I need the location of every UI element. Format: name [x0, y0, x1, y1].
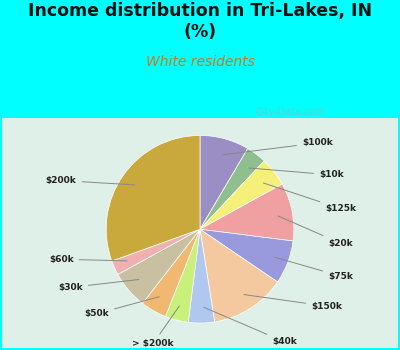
Wedge shape — [200, 229, 293, 282]
Wedge shape — [118, 229, 200, 303]
Wedge shape — [200, 135, 248, 229]
Text: Income distribution in Tri-Lakes, IN
(%): Income distribution in Tri-Lakes, IN (%) — [28, 2, 372, 41]
Wedge shape — [142, 229, 200, 316]
Text: $125k: $125k — [264, 183, 356, 213]
Text: City-Data.com: City-Data.com — [255, 107, 325, 117]
Wedge shape — [200, 184, 294, 241]
Text: $20k: $20k — [278, 216, 353, 248]
Text: White residents: White residents — [146, 55, 254, 69]
Wedge shape — [200, 148, 264, 229]
Wedge shape — [112, 229, 200, 274]
Text: $50k: $50k — [84, 297, 159, 318]
Text: $75k: $75k — [275, 257, 353, 281]
Wedge shape — [200, 229, 278, 322]
Text: $60k: $60k — [49, 255, 127, 264]
Wedge shape — [106, 135, 200, 261]
Text: $10k: $10k — [249, 168, 344, 179]
Wedge shape — [166, 229, 200, 322]
Text: $100k: $100k — [223, 139, 333, 155]
Text: $200k: $200k — [46, 176, 134, 185]
Text: $30k: $30k — [58, 280, 139, 292]
Wedge shape — [188, 229, 215, 323]
Text: $40k: $40k — [204, 307, 297, 346]
Wedge shape — [200, 161, 282, 229]
Text: $150k: $150k — [244, 295, 342, 311]
Text: > $200k: > $200k — [132, 306, 179, 348]
FancyBboxPatch shape — [2, 118, 398, 348]
